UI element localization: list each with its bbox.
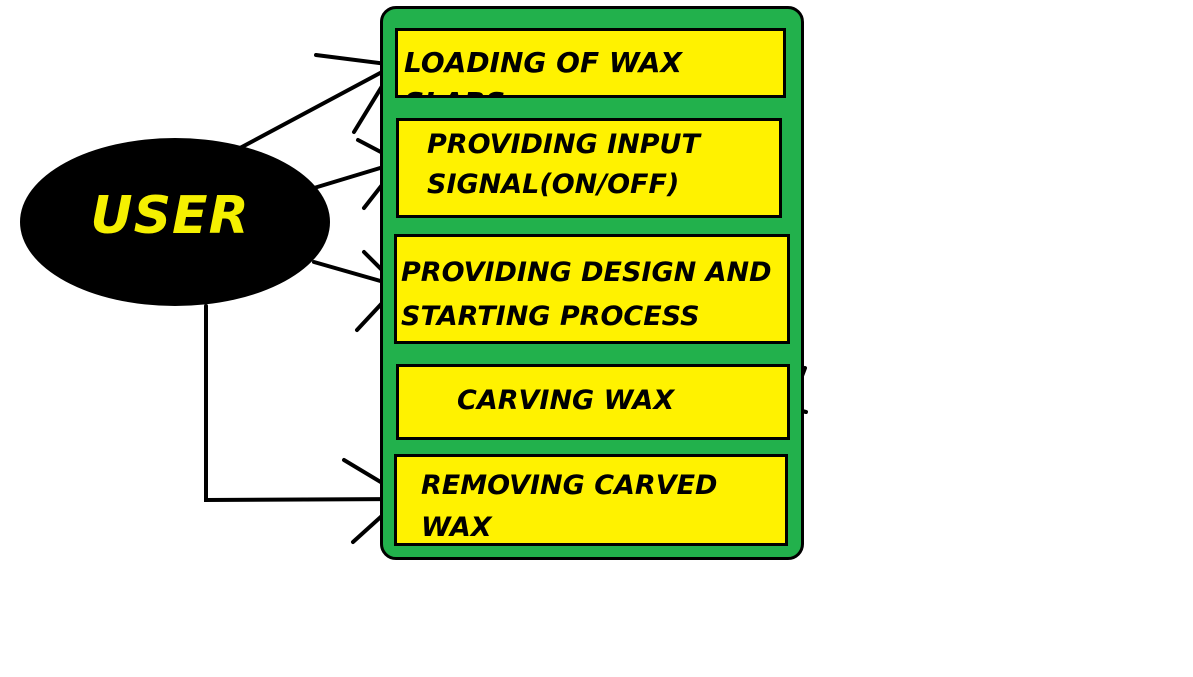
step-loading-wax-slabs: LOADING OF WAX SLABS <box>395 28 786 98</box>
step-carving-wax: CARVING WAX <box>396 364 790 440</box>
step-removing-carved-wax: REMOVING CARVED WAX <box>394 454 788 546</box>
connector-to-loading <box>238 63 397 150</box>
user-actor-ellipse <box>20 138 330 306</box>
user-actor-label: USER <box>90 186 250 246</box>
step-providing-input-signal: PROVIDING INPUT SIGNAL(ON/OFF) <box>396 118 782 218</box>
step-providing-design: PROVIDING DESIGN AND STARTING PROCESS <box>394 234 790 344</box>
connector-to-removing <box>204 304 402 503</box>
